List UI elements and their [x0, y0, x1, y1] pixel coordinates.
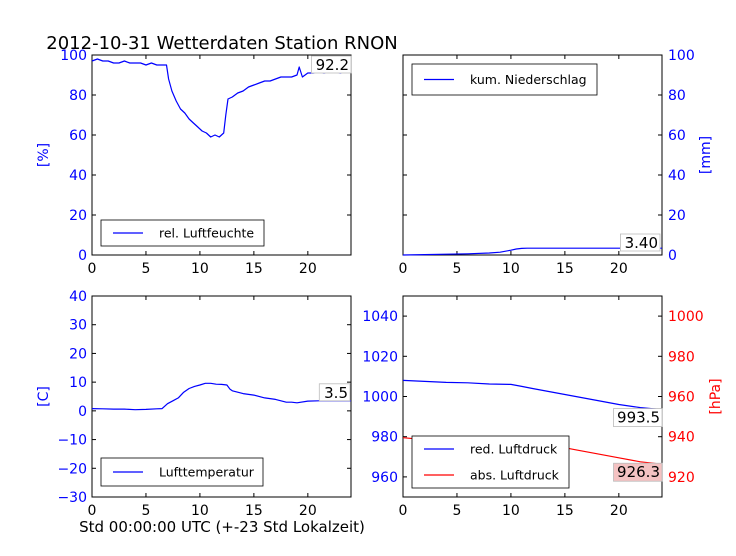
figure-title: 2012-10-31 Wetterdaten Station RNON — [46, 33, 397, 54]
y-tick-label: 100 — [60, 48, 87, 64]
legend-label: rel. Luftfeuchte — [159, 226, 254, 241]
series-line — [402, 247, 662, 256]
legend-label: red. Luftdruck — [470, 442, 558, 457]
y-tick-label: 80 — [668, 88, 686, 104]
x-tick-label: 15 — [245, 503, 263, 519]
y-tick-label: 30 — [69, 318, 87, 334]
y-tick-label: 0 — [78, 248, 87, 264]
x-tick-label: 10 — [191, 261, 209, 277]
x-tick-label: 15 — [245, 261, 263, 277]
legend-box — [100, 219, 265, 247]
plot-frame — [91, 295, 352, 498]
y-tick-label: 1020 — [362, 349, 398, 365]
plot-frame — [402, 54, 663, 256]
y-tick-label: 10 — [69, 375, 87, 391]
x-tick-label: 20 — [610, 503, 628, 519]
secondary-y-tick-label: 1000 — [668, 309, 704, 325]
value-box — [613, 408, 663, 427]
y-tick-label: 960 — [371, 470, 398, 486]
y-tick-label: 40 — [69, 168, 87, 184]
secondary-y-tick-label: 940 — [668, 430, 695, 446]
series-line — [91, 58, 351, 138]
y-tick-label: 0 — [668, 248, 677, 264]
x-tick-label: 10 — [191, 503, 209, 519]
legend-label: Lufttemperatur — [159, 465, 255, 480]
y-tick-label: 100 — [668, 48, 695, 64]
y-tick-label: 60 — [668, 128, 686, 144]
y-tick-label: 20 — [668, 208, 686, 224]
secondary-y-tick-label: 980 — [668, 349, 695, 365]
value-box — [613, 462, 663, 482]
y-axis-label: [hPa] — [708, 378, 724, 414]
y-tick-label: 0 — [78, 404, 87, 420]
x-tick-label: 20 — [299, 261, 317, 277]
y-tick-label: 80 — [69, 88, 87, 104]
value-box — [318, 383, 351, 402]
value-box — [620, 233, 661, 252]
secondary-y-tick-label: 920 — [668, 470, 695, 486]
y-tick-label: −10 — [57, 433, 87, 449]
x-tick-label: 0 — [88, 503, 97, 519]
figure-xlabel: Std 00:00:00 UTC (+-23 Std Lokalzeit) — [79, 518, 365, 536]
last-value-label: 993.5 — [617, 409, 660, 427]
x-tick-label: 5 — [452, 261, 461, 277]
legend-box — [411, 435, 570, 489]
last-value-label: 92.2 — [316, 56, 349, 74]
secondary-y-tick-label: 960 — [668, 390, 695, 406]
x-tick-label: 20 — [610, 261, 628, 277]
y-tick-label: −20 — [57, 461, 87, 477]
x-tick-label: 5 — [141, 261, 150, 277]
x-tick-label: 10 — [502, 261, 520, 277]
x-tick-label: 5 — [452, 503, 461, 519]
y-tick-label: 40 — [69, 289, 87, 305]
y-tick-label: 40 — [668, 168, 686, 184]
value-box — [310, 55, 352, 74]
legend-label: kum. Niederschlag — [470, 72, 587, 87]
x-tick-label: 15 — [556, 261, 574, 277]
x-tick-label: 5 — [141, 503, 150, 519]
x-tick-label: 20 — [299, 503, 317, 519]
x-tick-label: 0 — [399, 503, 408, 519]
legend-label: abs. Luftdruck — [470, 468, 560, 483]
y-tick-label: 20 — [69, 208, 87, 224]
y-axis-label: [C] — [36, 386, 52, 407]
last-value-label: 3.40 — [625, 234, 658, 252]
series-line — [91, 382, 351, 411]
x-tick-label: 10 — [502, 503, 520, 519]
y-tick-label: 20 — [69, 346, 87, 362]
last-value-label: 926.3 — [617, 463, 660, 481]
y-tick-label: 1040 — [362, 309, 398, 325]
x-tick-label: 0 — [88, 261, 97, 277]
x-tick-label: 15 — [556, 503, 574, 519]
y-tick-label: −30 — [57, 490, 87, 506]
y-tick-label: 1000 — [362, 390, 398, 406]
y-tick-label: 980 — [371, 430, 398, 446]
y-tick-label: 60 — [69, 128, 87, 144]
last-value-label: 3.5 — [324, 384, 348, 402]
y-axis-label: [mm] — [698, 136, 714, 174]
x-tick-label: 0 — [399, 261, 408, 277]
series-line — [402, 379, 663, 411]
plot-frame — [91, 54, 352, 256]
y-axis-label: [%] — [36, 143, 52, 167]
